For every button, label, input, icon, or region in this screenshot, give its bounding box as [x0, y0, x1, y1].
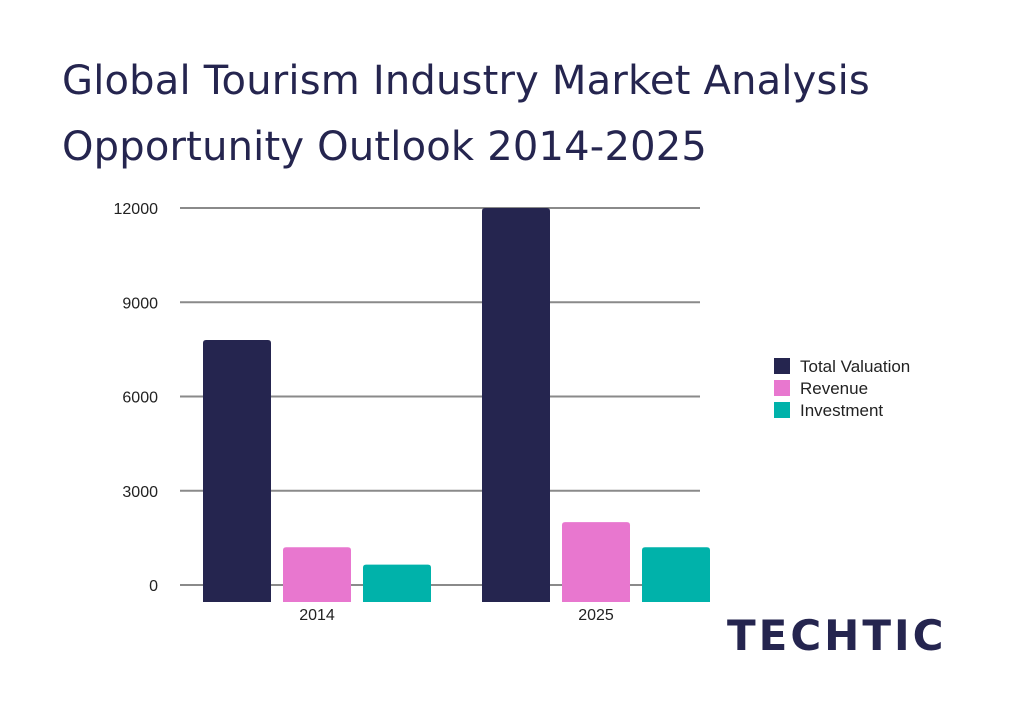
x-tick-label: 2014: [299, 607, 335, 624]
title-line-1: Global Tourism Industry Market Analysis: [62, 58, 870, 104]
brand-logo: TECHTIC: [727, 611, 947, 660]
bar-revenue-2014: [283, 547, 351, 602]
legend-label: Total Valuation: [800, 357, 910, 376]
x-tick-label: 2025: [578, 607, 614, 624]
legend-label: Investment: [800, 401, 883, 420]
chart-title: Global Tourism Industry Market Analysis …: [62, 48, 1002, 180]
y-tick-label: 6000: [122, 390, 158, 407]
title-line-2: Opportunity Outlook 2014-2025: [62, 124, 708, 170]
y-tick-label: 9000: [122, 295, 158, 312]
bar-revenue-2025: [562, 522, 630, 602]
legend-swatch: [774, 358, 790, 374]
legend-label: Revenue: [800, 379, 868, 398]
bar-total-valuation-2025: [482, 208, 550, 602]
y-tick-label: 3000: [122, 484, 158, 501]
y-tick-label: 12000: [114, 201, 159, 218]
bar-total-valuation-2014: [203, 339, 271, 602]
legend-swatch: [774, 402, 790, 418]
y-tick-label: 0: [149, 578, 158, 595]
bar-investment-2025: [642, 547, 710, 602]
bar-investment-2014: [363, 564, 431, 602]
legend-swatch: [774, 380, 790, 396]
